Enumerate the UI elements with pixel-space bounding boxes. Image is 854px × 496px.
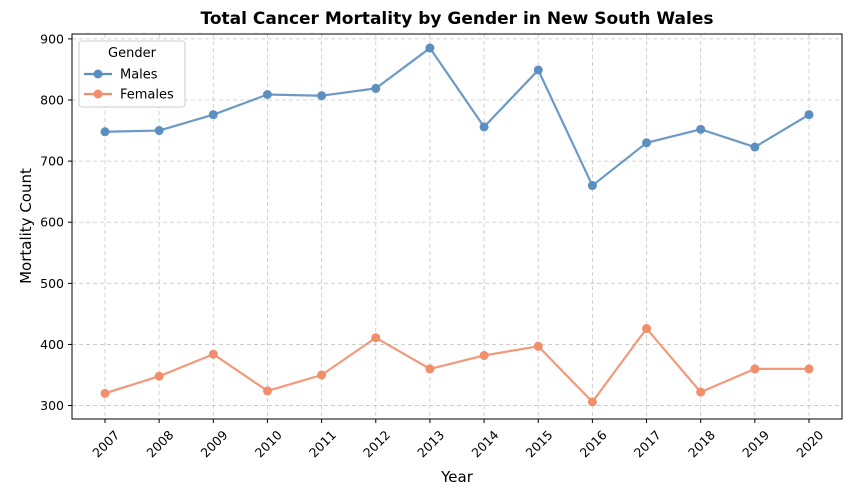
x-tick-label: 2010 <box>252 427 285 460</box>
data-point-females <box>100 388 110 398</box>
y-axis: 300 400 500 600 700 800 900 <box>40 31 72 413</box>
data-point-females <box>425 364 435 374</box>
legend-marker-females <box>93 89 103 99</box>
data-point-males <box>425 43 435 53</box>
x-axis: 2007 2008 2009 2010 2011 2012 2013 2014 2015 2016… <box>89 419 826 460</box>
x-tick-label: 2019 <box>739 427 772 460</box>
x-tick-label: 2016 <box>577 427 610 460</box>
y-tick-label: 500 <box>40 276 64 291</box>
y-tick-label: 300 <box>40 398 64 413</box>
y-tick-label: 700 <box>40 154 64 169</box>
legend-title: Gender <box>108 46 157 61</box>
data-point-females <box>371 333 381 343</box>
chart-title: Total Cancer Mortality by Gender in New … <box>201 9 714 29</box>
legend-entries: Males Females <box>84 68 174 103</box>
x-tick-label: 2011 <box>306 427 339 460</box>
data-point-males <box>479 122 489 132</box>
x-tick-label: 2012 <box>360 427 393 460</box>
data-point-females <box>208 349 218 359</box>
legend-label-males: Males <box>120 68 158 83</box>
x-tick-label: 2015 <box>522 427 555 460</box>
data-point-females <box>750 364 760 374</box>
x-tick-label: 2018 <box>685 427 718 460</box>
x-tick-label: 2014 <box>468 427 501 460</box>
legend-box <box>78 40 186 108</box>
x-tick-label: 2009 <box>198 427 231 460</box>
y-tick-label: 600 <box>40 215 64 230</box>
data-point-males <box>262 90 272 99</box>
legend: Gender Males Females <box>78 40 186 108</box>
y-axis-label: Mortality Count <box>17 168 35 284</box>
x-axis-label: Year <box>440 468 474 486</box>
y-tick-label: 900 <box>40 31 64 46</box>
data-point-females <box>804 364 814 374</box>
series-line-males <box>104 46 810 187</box>
data-point-males <box>100 127 110 137</box>
y-tick-label: 800 <box>40 93 64 108</box>
series-layer <box>100 43 814 407</box>
legend-marker-males <box>93 69 103 79</box>
data-point-males <box>154 126 164 136</box>
data-point-females <box>642 324 652 334</box>
data-point-males <box>804 110 814 120</box>
x-tick-label: 2008 <box>143 427 176 460</box>
data-point-males <box>533 65 543 75</box>
series-line-females <box>104 327 809 403</box>
plot-frame <box>71 33 843 420</box>
data-point-males <box>317 91 327 101</box>
x-tick-label: 2020 <box>793 427 826 460</box>
data-point-females <box>479 350 489 360</box>
data-point-males <box>208 110 218 120</box>
data-point-females <box>317 370 327 380</box>
data-point-males <box>696 124 706 134</box>
y-tick-label: 400 <box>40 337 64 352</box>
data-point-females <box>587 397 597 407</box>
data-point-females <box>696 387 706 397</box>
x-tick-label: 2017 <box>631 427 664 460</box>
data-point-females <box>154 371 164 381</box>
legend-label-females: Females <box>120 88 174 103</box>
x-tick-label: 2007 <box>89 427 122 460</box>
data-point-females <box>262 386 272 396</box>
grid <box>72 34 842 419</box>
data-point-males <box>587 181 597 191</box>
data-point-males <box>371 83 381 93</box>
data-point-females <box>533 341 543 351</box>
data-point-males <box>642 138 652 148</box>
data-point-males <box>750 142 760 152</box>
x-tick-label: 2013 <box>414 427 447 460</box>
